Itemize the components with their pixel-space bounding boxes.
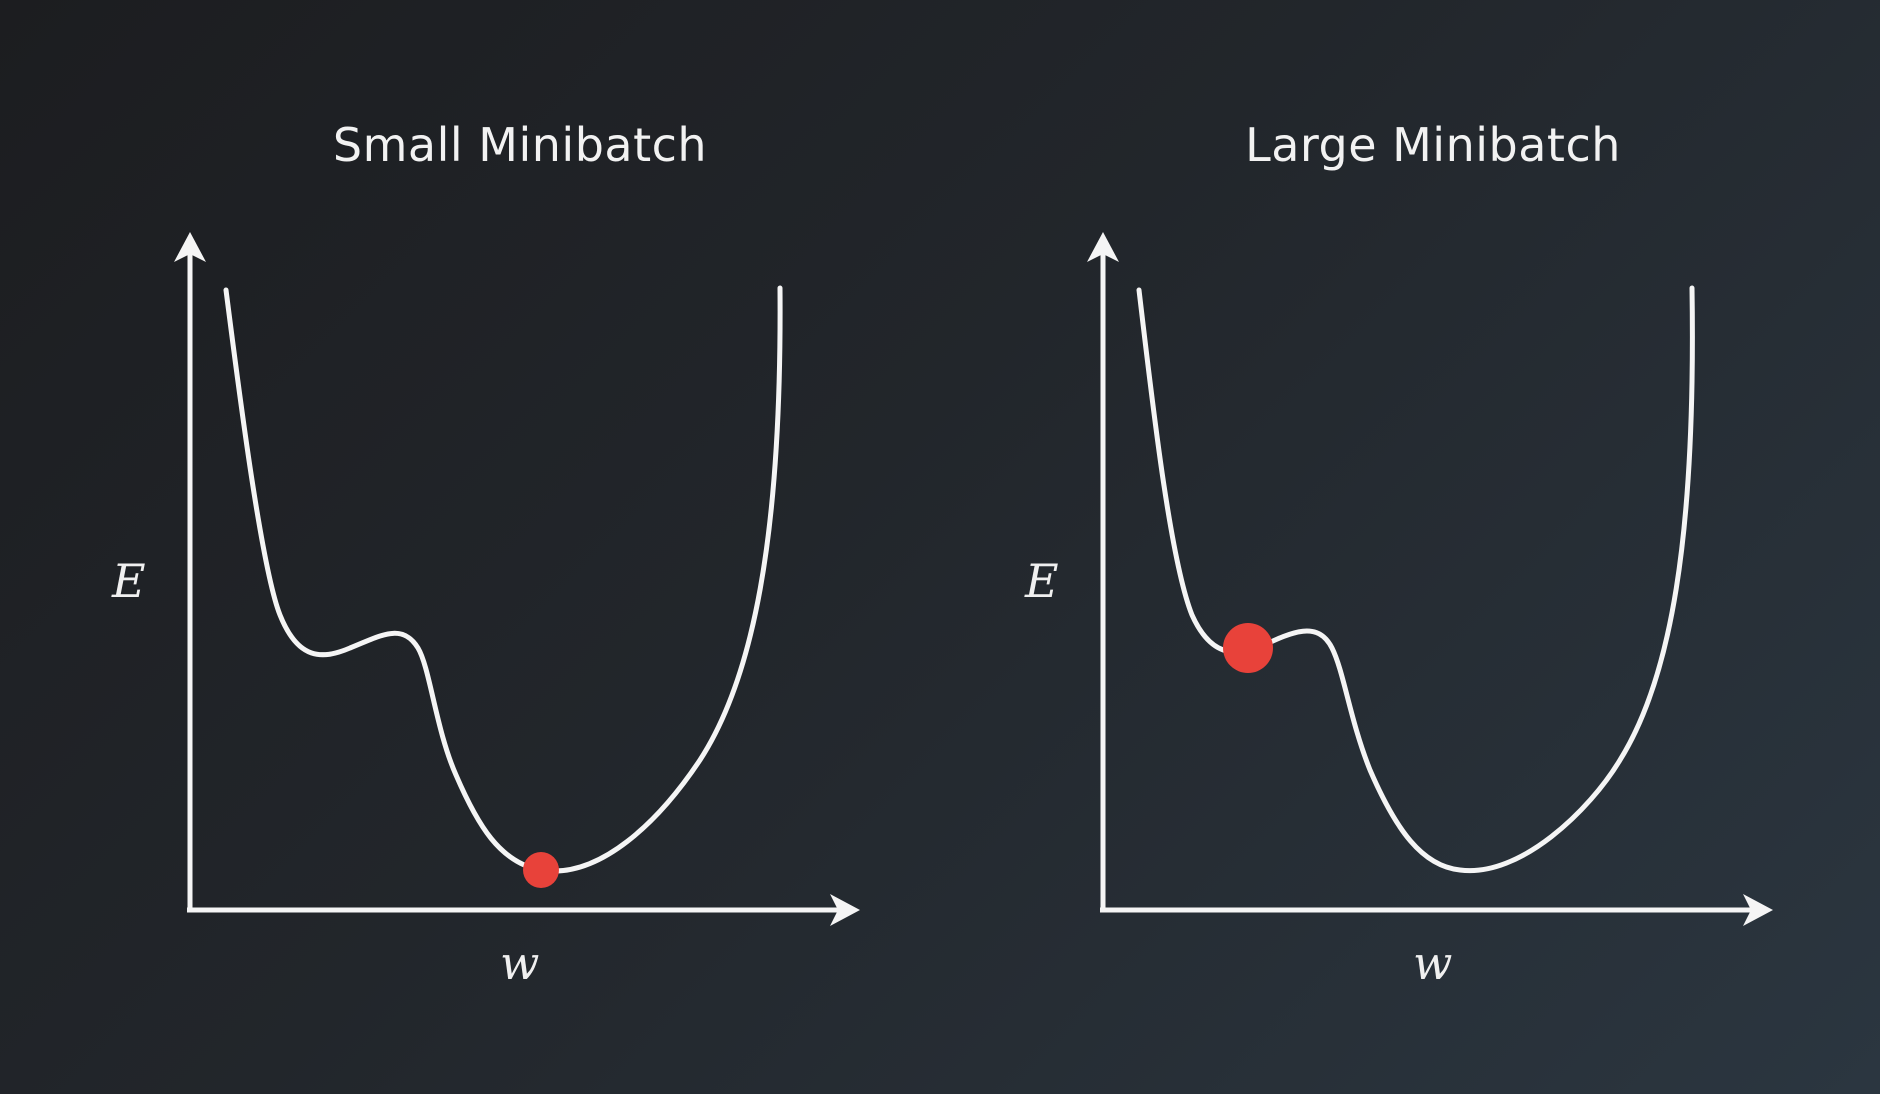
left-panel [174, 232, 860, 926]
x-axis-arrow-left [830, 894, 860, 926]
x-axis-label-right: w [1413, 936, 1453, 990]
y-axis-arrow-right [1087, 232, 1119, 262]
y-axis-label-left: E [112, 554, 146, 608]
ball-right-local-minimum [1223, 623, 1273, 673]
panel-title-large-minibatch: Large Minibatch [1245, 118, 1621, 172]
ball-left-global-minimum [523, 852, 559, 888]
x-axis-label-left: w [500, 936, 540, 990]
right-panel [1087, 232, 1773, 926]
panel-title-small-minibatch: Small Minibatch [332, 118, 708, 172]
error-curve-right [1136, 285, 1695, 874]
y-axis-arrow-left [174, 232, 206, 262]
y-axis-label-right: E [1025, 554, 1059, 608]
error-curve-left [223, 285, 783, 874]
x-axis-arrow-right [1743, 894, 1773, 926]
